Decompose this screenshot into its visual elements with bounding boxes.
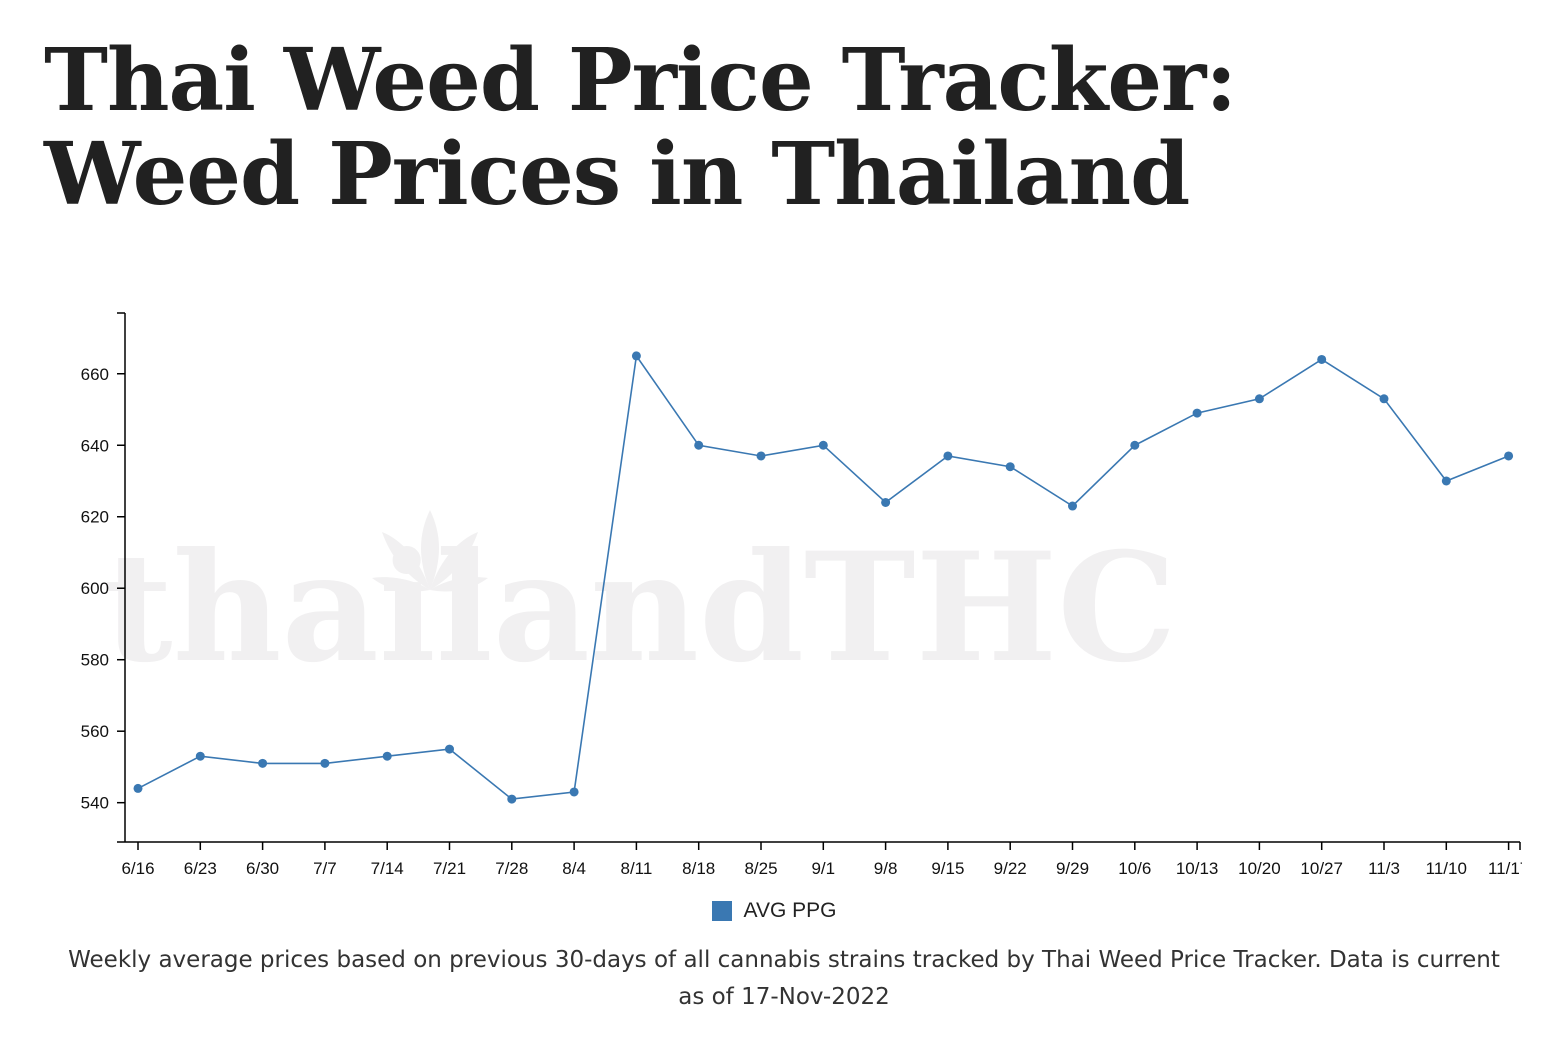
data-point — [445, 744, 454, 754]
watermark: thailandTHC — [103, 510, 1177, 696]
data-point — [1130, 440, 1140, 450]
x-tick-label: 9/22 — [994, 859, 1027, 878]
legend-swatch — [711, 901, 732, 921]
data-point — [133, 783, 143, 793]
x-tick-label: 10/6 — [1118, 859, 1151, 878]
data-point — [1254, 394, 1264, 404]
x-tick-label: 7/28 — [495, 859, 528, 878]
data-point — [569, 787, 579, 797]
x-tick-label: 11/10 — [1426, 859, 1467, 878]
data-point — [881, 497, 891, 507]
series-layer — [133, 351, 1514, 804]
x-tick-label: 9/29 — [1056, 859, 1089, 878]
data-point — [756, 451, 766, 461]
y-tick-label: 620 — [81, 508, 109, 527]
data-point — [631, 351, 641, 361]
y-tick-label: 640 — [81, 436, 109, 455]
y-tick-label: 600 — [81, 579, 109, 598]
x-tick-label: 7/21 — [433, 859, 466, 878]
x-tick-label: 9/8 — [874, 859, 898, 878]
data-point — [320, 758, 330, 768]
x-tick-label: 6/30 — [246, 859, 279, 878]
cannabis-leaf-icon — [372, 510, 488, 592]
y-tick-label: 560 — [81, 722, 109, 741]
x-tick-label: 10/27 — [1300, 859, 1343, 878]
x-tick-label: 8/4 — [562, 859, 586, 878]
x-tick-label: 10/20 — [1238, 859, 1281, 878]
y-tick-label: 660 — [81, 365, 109, 384]
data-point — [1379, 394, 1389, 404]
x-tick-labels: 6/16 6/23 6/30 7/7 7/14 7/21 7/28 8/4 8/11 8/18 8/… — [121, 859, 1529, 878]
x-tick-label: 8/11 — [620, 859, 652, 878]
data-point — [1068, 501, 1077, 511]
data-point — [1317, 354, 1327, 364]
data-point — [1005, 462, 1015, 472]
data-point — [943, 451, 953, 461]
data-point — [507, 794, 517, 804]
x-axis: 6/16 6/23 6/30 7/7 7/14 7/21 7/28 8/4 8/11 8/18 8/… — [117, 841, 1529, 878]
x-tick-label: 7/14 — [371, 859, 404, 878]
data-point — [195, 751, 205, 761]
x-tick-label: 8/18 — [682, 859, 715, 878]
y-axis: 540 560 580 600 620 640 660 — [81, 312, 126, 842]
x-tick-label: 7/7 — [313, 859, 337, 878]
x-tick-label: 6/16 — [121, 859, 154, 878]
x-tick-label: 11/17 — [1488, 859, 1529, 878]
x-tick-label: 9/1 — [811, 859, 835, 878]
data-point — [1192, 408, 1202, 418]
chart-container: thailandTHC 540 560 580 600 620 640 660 6/16 6/… — [0, 290, 1548, 900]
x-tick-label: 10/13 — [1176, 859, 1219, 878]
x-tick-label: 6/23 — [184, 859, 217, 878]
x-tick-label: 11/3 — [1368, 859, 1400, 878]
legend-label: AVG PPG — [743, 899, 837, 922]
chart-caption: Weekly average prices based on previous … — [68, 947, 1500, 1010]
x-tick-label: 8/25 — [744, 859, 777, 878]
x-tick-label: 9/15 — [931, 859, 964, 878]
data-point — [382, 751, 392, 761]
data-point — [818, 440, 828, 450]
data-point — [694, 440, 704, 450]
watermark-text: thailandTHC — [103, 520, 1176, 696]
data-point — [1504, 451, 1514, 461]
y-tick-label: 540 — [81, 794, 109, 813]
legend: AVG PPG — [0, 896, 1548, 926]
data-point — [1441, 476, 1451, 486]
data-point — [258, 758, 268, 768]
page-title: Thai Weed Price Tracker: Weed Prices in … — [44, 30, 1237, 225]
y-tick-label: 580 — [81, 651, 109, 670]
